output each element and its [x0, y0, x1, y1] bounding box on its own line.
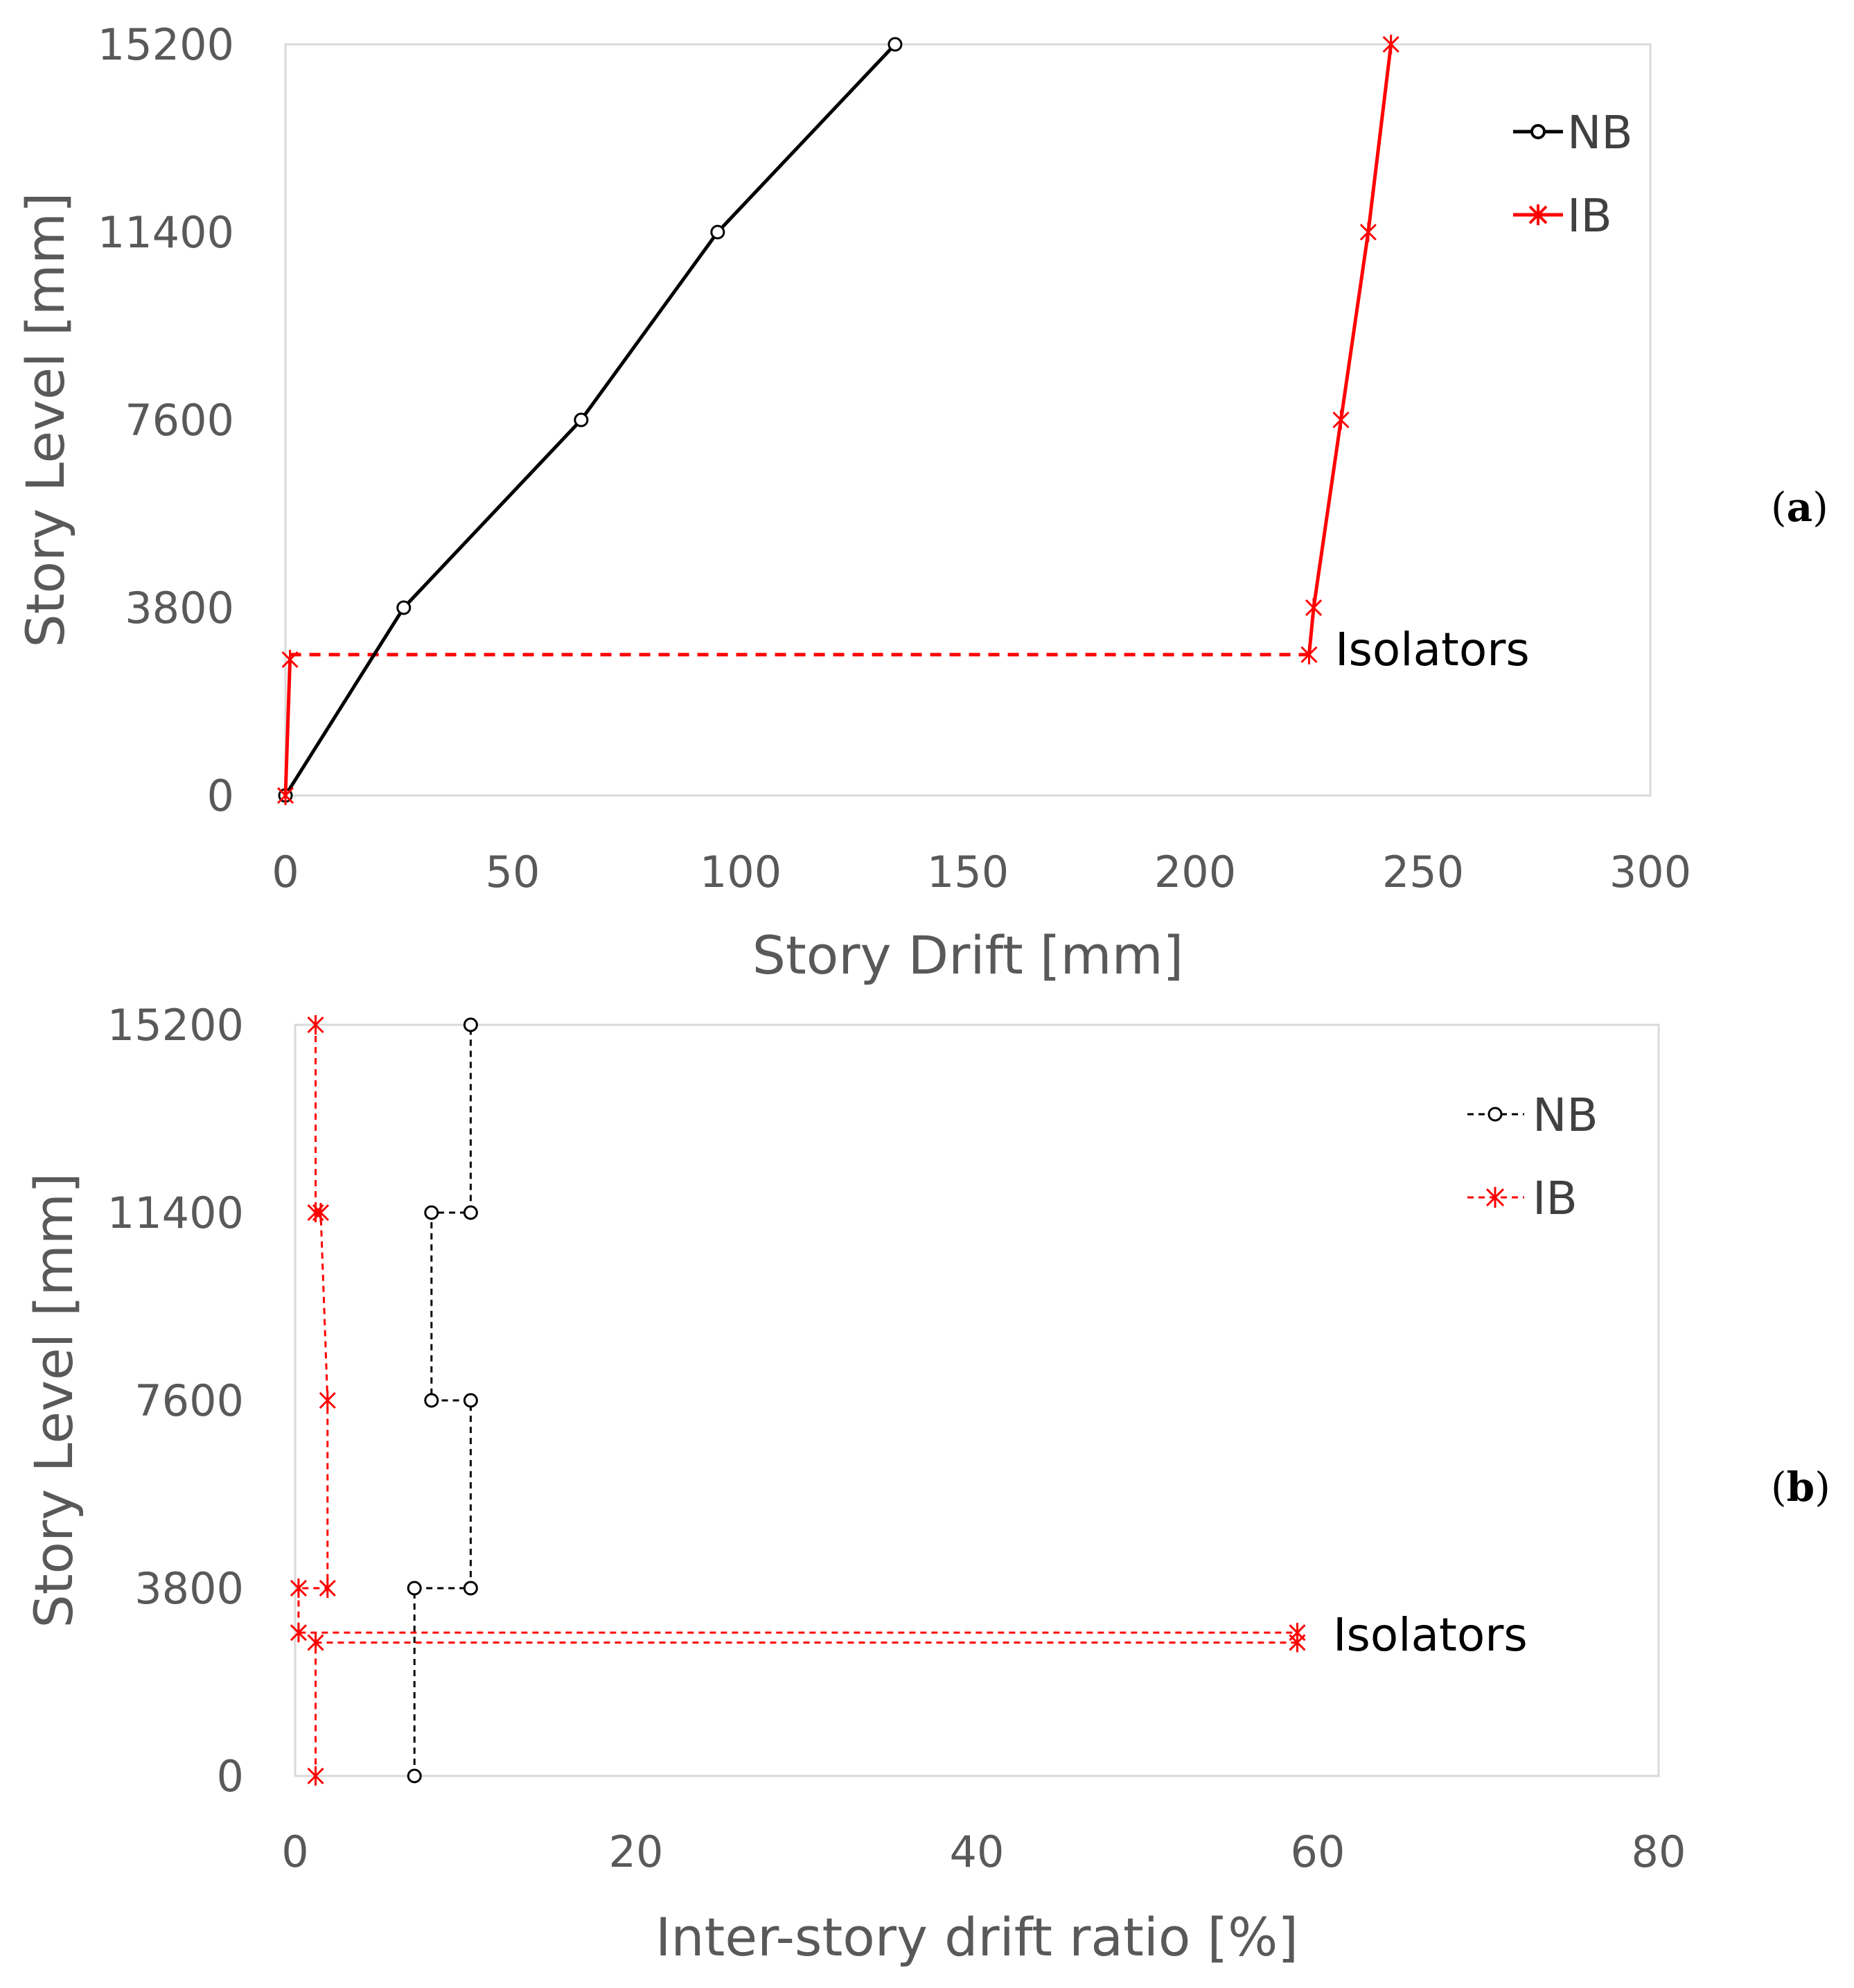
- legend-label-ib: IB: [1533, 1172, 1578, 1225]
- data-point-ib: [1382, 35, 1400, 54]
- legend-item-nb: NB: [1513, 106, 1633, 159]
- y-tick-label: 15200: [98, 19, 234, 70]
- data-point-nb: [424, 1393, 439, 1408]
- y-tick-label: 15200: [107, 1000, 244, 1050]
- legend-label-nb: NB: [1533, 1089, 1598, 1142]
- annotation-isolators-b: Isolators: [1333, 1608, 1528, 1662]
- legend-marker-ib: [1528, 204, 1548, 225]
- legend-marker-nb: [1487, 1107, 1503, 1122]
- data-point-nb: [710, 225, 725, 240]
- x-tick-label: 50: [486, 847, 540, 897]
- series-b: [290, 1015, 1306, 1786]
- data-point-ib: [312, 1203, 329, 1222]
- data-point-ib: [307, 1015, 324, 1035]
- x-tick-label: 250: [1382, 847, 1464, 897]
- x-tick-label: 100: [700, 847, 782, 897]
- data-point-nb: [463, 1017, 478, 1032]
- x-axis-title-b: Inter-story drift ratio [%]: [655, 1906, 1298, 1968]
- y-tick-labels-b: 0 3800 7600 11400 15200: [107, 1000, 244, 1802]
- x-tick-label: 80: [1632, 1827, 1686, 1877]
- series-line-nb: [413, 1025, 472, 1776]
- series-line-ib: [315, 1641, 1298, 1776]
- y-tick-label: 3800: [134, 1563, 244, 1614]
- x-tick-label: 0: [272, 847, 299, 897]
- data-point-ib: [281, 649, 299, 669]
- data-point-ib: [1300, 644, 1318, 665]
- annotation-isolators-a: Isolators: [1335, 623, 1530, 676]
- series-line-ib: [1307, 44, 1393, 655]
- x-tick-label: 60: [1291, 1827, 1345, 1877]
- legend-item-ib: IB: [1513, 189, 1612, 243]
- data-point-nb: [463, 1205, 478, 1220]
- data-point-nb: [463, 1581, 478, 1596]
- legend-marker-ib: [1485, 1187, 1505, 1208]
- series-line-ib: [297, 1025, 1298, 1634]
- panel-label-b: (b): [1771, 1463, 1830, 1511]
- data-point-ib: [290, 1623, 307, 1643]
- data-point-ib: [319, 1391, 336, 1410]
- y-axis-title-b: Story Level [mm]: [23, 1172, 85, 1628]
- data-point-ib: [1289, 1633, 1306, 1653]
- y-tick-label: 0: [207, 771, 234, 821]
- legend-label-ib: IB: [1567, 189, 1612, 243]
- series-line-ib: [283, 659, 292, 796]
- data-point-nb: [463, 1393, 478, 1408]
- series-line-nb: [283, 43, 897, 797]
- data-point-nb: [407, 1581, 422, 1596]
- legend-b: NB IB: [1467, 1089, 1598, 1225]
- chart-a: 0 3800 7600 11400 15200 0 50 100 150 200…: [15, 19, 1828, 986]
- data-point-ib: [290, 1578, 307, 1598]
- data-point-ib: [276, 786, 294, 805]
- data-point-nb: [396, 600, 412, 615]
- chart-b: 0 3800 7600 11400 15200 0 20 40 60 80 In…: [23, 1000, 1830, 1968]
- data-point-nb: [407, 1768, 422, 1784]
- data-point-ib: [319, 1578, 336, 1598]
- x-tick-label: 200: [1154, 847, 1236, 897]
- legend-a: NB IB: [1513, 106, 1633, 243]
- data-point-ib: [1359, 222, 1377, 242]
- plot-area-a: [284, 43, 1652, 797]
- series-a: [276, 35, 1400, 805]
- y-axis-title-a: Story Level [mm]: [15, 192, 76, 647]
- y-tick-label: 3800: [125, 583, 234, 633]
- y-tick-label: 0: [217, 1751, 244, 1802]
- y-tick-label: 7600: [134, 1375, 244, 1426]
- data-point-nb: [424, 1205, 439, 1220]
- x-axis-title-a: Story Drift [mm]: [752, 924, 1184, 986]
- y-tick-labels-a: 0 3800 7600 11400 15200: [98, 19, 234, 821]
- y-tick-label: 7600: [125, 395, 234, 446]
- legend-item-nb: NB: [1467, 1089, 1598, 1142]
- x-tick-label: 0: [281, 1827, 308, 1877]
- x-tick-labels-a: 0 50 100 150 200 250 300: [272, 847, 1691, 897]
- x-tick-labels-b: 0 20 40 60 80: [281, 1827, 1686, 1877]
- data-point-ib: [307, 1766, 324, 1786]
- legend-item-ib: IB: [1467, 1172, 1578, 1225]
- data-point-ib: [1332, 410, 1350, 430]
- x-tick-label: 300: [1609, 847, 1691, 897]
- data-point-nb: [888, 37, 903, 52]
- legend-label-nb: NB: [1567, 106, 1633, 159]
- data-point-ib: [307, 1633, 324, 1653]
- x-tick-label: 20: [609, 1827, 664, 1877]
- panel-label-a: (a): [1771, 484, 1828, 531]
- x-tick-label: 150: [927, 847, 1009, 897]
- legend-marker-nb: [1530, 124, 1546, 139]
- y-tick-label: 11400: [107, 1188, 244, 1238]
- x-tick-label: 40: [950, 1827, 1005, 1877]
- plot-area-b: [294, 1023, 1660, 1777]
- y-tick-label: 11400: [98, 207, 234, 258]
- data-point-ib: [1305, 598, 1323, 617]
- data-point-nb: [574, 412, 589, 428]
